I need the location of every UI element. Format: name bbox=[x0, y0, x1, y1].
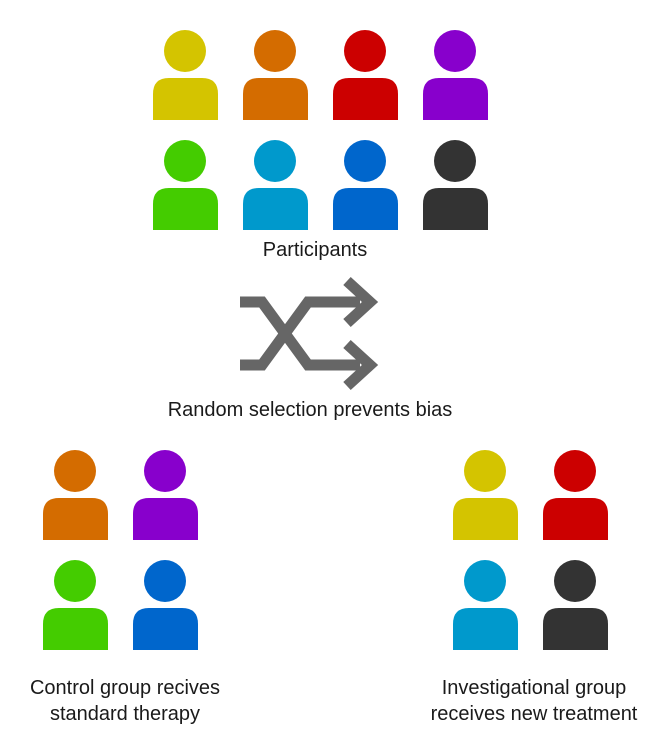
randomization-label: Random selection prevents bias bbox=[167, 399, 453, 421]
person-icon-yellow bbox=[453, 450, 518, 540]
person-icon-orange bbox=[243, 30, 308, 120]
person-icon-black bbox=[423, 140, 488, 230]
person-icon-red bbox=[543, 450, 608, 540]
person-icon-green bbox=[153, 140, 218, 230]
person-icon-light-blue bbox=[243, 140, 308, 230]
control-group-label-line1: Control group recives bbox=[29, 677, 221, 699]
investigational-group bbox=[453, 450, 608, 650]
shuffle-icon bbox=[240, 276, 379, 391]
participants-group bbox=[153, 30, 488, 230]
investigational-group-label-line1: Investigational group bbox=[441, 677, 627, 699]
person-icon-light-blue bbox=[453, 560, 518, 650]
person-icon-purple bbox=[133, 450, 198, 540]
shuffle-upper-path bbox=[240, 296, 360, 371]
person-icon-green bbox=[43, 560, 108, 650]
person-icon-purple bbox=[423, 30, 488, 120]
shuffle-upper-arrowhead bbox=[343, 276, 379, 328]
person-icon-orange bbox=[43, 450, 108, 540]
person-icon-red bbox=[333, 30, 398, 120]
person-icon-blue bbox=[333, 140, 398, 230]
person-icon-yellow bbox=[153, 30, 218, 120]
person-icon-black bbox=[543, 560, 608, 650]
participants-label: Participants bbox=[262, 239, 368, 261]
investigational-group-label: Investigational group receives new treat… bbox=[403, 675, 661, 727]
control-group bbox=[43, 450, 198, 650]
investigational-group-label-line2: receives new treatment bbox=[430, 703, 638, 725]
person-icon-blue bbox=[133, 560, 198, 650]
control-group-label: Control group recives standard therapy bbox=[0, 675, 250, 727]
control-group-label-line2: standard therapy bbox=[49, 703, 201, 725]
shuffle-lower-arrowhead bbox=[343, 339, 379, 391]
